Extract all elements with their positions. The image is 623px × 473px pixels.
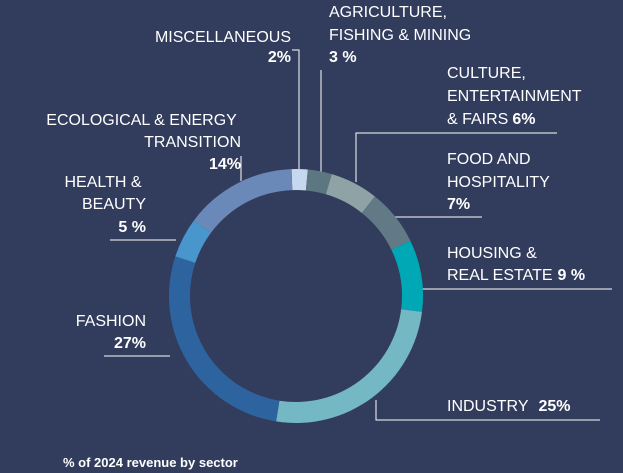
category-label: FOOD AND HOSPITALITY <box>447 151 550 191</box>
donut-segment <box>175 220 211 263</box>
value-label: 9 % <box>558 267 586 284</box>
category-label: AGRICULTURE, FISHING & MINING <box>329 4 471 44</box>
labels: MISCELLANEOUS 2% AGRICULTURE, FISHING & MI… <box>46 4 585 415</box>
category-label: HOUSING & REAL ESTATE <box>447 245 553 284</box>
donut <box>168 169 423 423</box>
caption: % of 2024 revenue by sector <box>63 455 238 470</box>
leader-line <box>355 132 557 182</box>
value-label: 2% <box>268 49 291 66</box>
value-label: 14% <box>209 156 241 173</box>
category-label: CULTURE, ENTERTAINMENT & FAIRS <box>447 65 586 128</box>
donut-segment <box>276 309 423 423</box>
donut-segment <box>194 169 293 233</box>
donut-segment <box>361 196 411 250</box>
value-label: 25% <box>539 398 571 415</box>
category-label: HEALTH & BEAUTY <box>65 174 147 213</box>
value-label: 3 % <box>329 49 357 66</box>
donut-segment <box>291 169 308 191</box>
category-label: FASHION <box>76 313 146 330</box>
value-label: 27% <box>114 335 146 352</box>
leader-lines <box>104 49 612 421</box>
category-label: MISCELLANEOUS <box>155 29 291 46</box>
category-label: ECOLOGICAL & ENERGY TRANSITION <box>46 112 241 151</box>
value-label: 7% <box>447 196 470 213</box>
value-label: 5 % <box>118 219 146 236</box>
donut-segment <box>168 256 280 422</box>
donut-segment <box>391 240 423 312</box>
category-label: INDUSTRY <box>447 398 529 415</box>
donut-segment <box>325 174 375 213</box>
donut-segment <box>305 169 332 195</box>
leader-line <box>292 49 300 172</box>
leader-line <box>375 400 600 421</box>
value-label: 6% <box>512 111 535 128</box>
